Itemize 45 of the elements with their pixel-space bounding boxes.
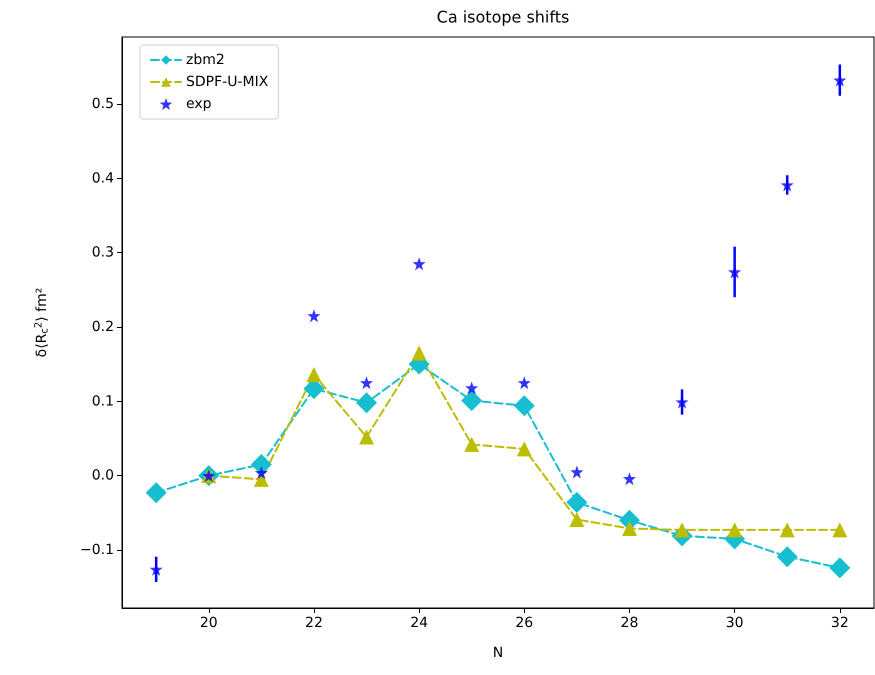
point — [464, 436, 480, 452]
point — [465, 381, 478, 394]
point — [307, 309, 320, 322]
point — [412, 345, 427, 360]
y-tick-label: −0.1 — [80, 542, 114, 558]
point — [254, 466, 268, 480]
x-tick-label: 24 — [410, 615, 428, 631]
y-tick-label: 0.0 — [92, 468, 114, 484]
x-tick-label: 20 — [200, 615, 218, 631]
y-tick-label: 0.2 — [92, 318, 114, 335]
legend-label: SDPF-U-MIX — [186, 74, 269, 90]
x-tick-label: 30 — [726, 615, 744, 631]
point — [146, 482, 167, 504]
x-tick-label: 28 — [620, 615, 638, 631]
point — [514, 395, 535, 416]
point — [832, 522, 848, 538]
y-tick-label: 0.1 — [92, 393, 114, 410]
point — [622, 520, 637, 536]
point — [566, 492, 588, 513]
x-tick-label: 32 — [830, 615, 849, 631]
y-tick-label: 0.3 — [92, 244, 114, 261]
point — [518, 376, 531, 390]
chart-title: Ca isotope shifts — [436, 8, 570, 26]
point — [776, 546, 798, 568]
point — [412, 257, 426, 270]
point — [570, 465, 584, 478]
point — [569, 512, 584, 528]
point — [359, 429, 374, 444]
point — [727, 522, 742, 538]
point — [306, 367, 322, 382]
point — [360, 376, 374, 390]
y-tick-label: 0.5 — [92, 96, 114, 112]
y-axis-title: δ⟨Rc2⟩ fm² — [34, 288, 50, 358]
y-tick-label: 0.4 — [92, 170, 114, 186]
point — [780, 522, 795, 538]
point — [622, 472, 636, 486]
legend-label: zbm2 — [186, 52, 225, 68]
point — [829, 557, 850, 578]
point — [516, 441, 532, 456]
point — [356, 392, 378, 414]
x-axis-title: N — [492, 645, 504, 661]
point — [461, 390, 482, 412]
x-tick-label: 26 — [515, 615, 534, 631]
x-tick-label: 22 — [305, 615, 323, 631]
legend-label: exp — [186, 96, 212, 112]
